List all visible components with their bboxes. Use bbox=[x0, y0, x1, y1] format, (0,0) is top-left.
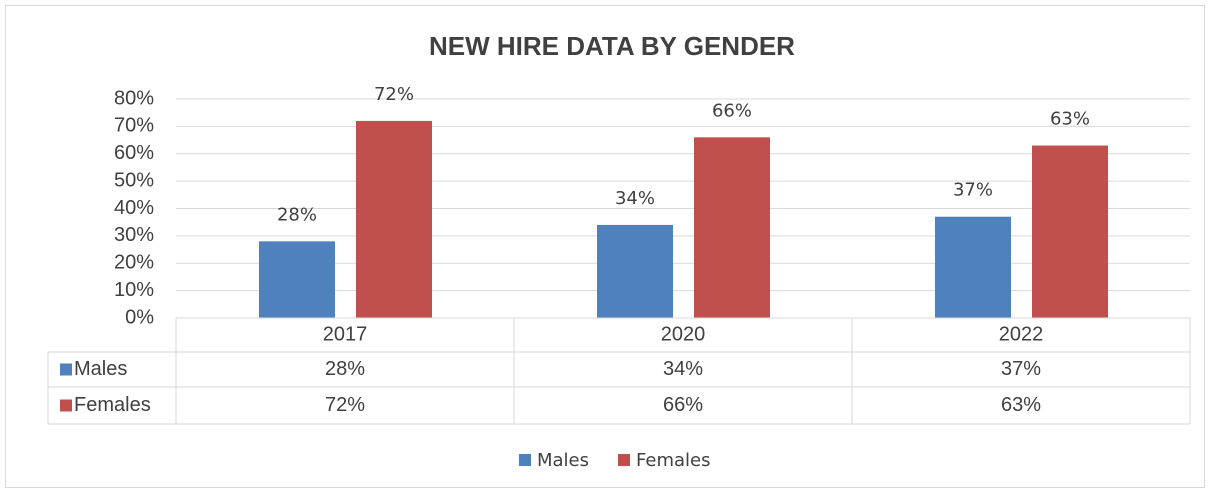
table-cell: 28% bbox=[325, 358, 365, 380]
bar bbox=[597, 224, 673, 318]
table-cell: 66% bbox=[663, 394, 703, 416]
x-tick-label: 2017 bbox=[323, 323, 368, 345]
table-legend-key bbox=[60, 363, 72, 376]
bar bbox=[694, 137, 770, 318]
x-tick-label: 2020 bbox=[661, 323, 706, 345]
chart-title: NEW HIRE DATA BY GENDER bbox=[429, 31, 795, 61]
table-cell: 34% bbox=[663, 358, 703, 380]
legend-key bbox=[519, 454, 531, 466]
legend-key bbox=[618, 454, 630, 466]
table-legend-key bbox=[60, 399, 72, 412]
data-label: 66% bbox=[712, 100, 752, 121]
x-tick-label: 2022 bbox=[999, 323, 1044, 345]
bar bbox=[259, 241, 335, 318]
y-tick-label: 20% bbox=[114, 252, 154, 274]
table-cell: 37% bbox=[1001, 358, 1041, 380]
legend-label: Females bbox=[636, 450, 710, 471]
bar bbox=[935, 216, 1011, 318]
data-label: 37% bbox=[953, 180, 993, 201]
legend-label: Males bbox=[537, 450, 589, 471]
y-tick-label: 10% bbox=[114, 279, 154, 301]
data-label: 63% bbox=[1050, 109, 1090, 130]
y-tick-label: 80% bbox=[114, 87, 154, 109]
y-tick-label: 0% bbox=[125, 306, 154, 328]
data-label: 34% bbox=[615, 188, 655, 209]
bar bbox=[1032, 145, 1108, 318]
y-tick-label: 60% bbox=[114, 142, 154, 164]
data-label: 72% bbox=[374, 84, 414, 105]
y-tick-label: 50% bbox=[114, 169, 154, 191]
y-tick-label: 70% bbox=[114, 115, 154, 137]
y-tick-label: 30% bbox=[114, 224, 154, 246]
table-row-label: Females bbox=[74, 394, 151, 416]
data-label: 28% bbox=[277, 204, 317, 225]
table-cell: 63% bbox=[1001, 394, 1041, 416]
table-cell: 72% bbox=[325, 394, 365, 416]
y-tick-label: 40% bbox=[114, 197, 154, 219]
bar bbox=[356, 120, 432, 319]
table-row-label: Males bbox=[74, 358, 127, 380]
